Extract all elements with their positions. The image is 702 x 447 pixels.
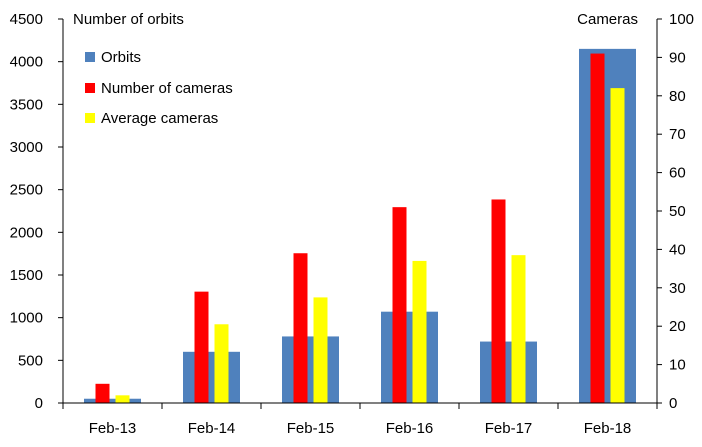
right-tick-label: 100 [669,11,694,28]
bar-orbits-feb-13 [84,398,141,403]
bar-average-cameras-feb-15 [313,297,328,403]
bar-average-cameras-feb-13 [115,395,130,403]
right-tick-label: 60 [669,165,686,182]
ticks-layer: 0 500 1000 1500 2000 2500 3000 3500 4000 4500 0 10 2… [10,11,694,437]
legend-swatch-orbits [85,52,95,62]
right-tick-label: 40 [669,241,686,258]
bar-average-cameras-feb-18 [610,88,625,404]
bar-number-of-cameras-feb-17 [491,199,506,403]
left-tick-label: 2500 [10,182,43,199]
right-tick-label: 50 [669,203,686,220]
bar-average-cameras-feb-16 [412,260,427,403]
bar-orbits-feb-17 [480,341,537,403]
x-tick-label: Feb-17 [485,420,533,437]
left-tick-label: 500 [18,352,43,369]
left-axis-title: Number of orbits [73,11,184,28]
right-tick-label: 20 [669,318,686,335]
bar-number-of-cameras-feb-14 [194,291,209,403]
axes-layer [62,19,658,404]
bars-layer [84,48,636,404]
bar-average-cameras-feb-17 [511,255,526,403]
bar-orbits-feb-15 [282,336,339,403]
left-tick-label: 2000 [10,224,43,241]
bar-number-of-cameras-feb-16 [392,207,407,403]
right-tick-label: 70 [669,126,686,143]
legend: Orbits Number of cameras Average cameras [85,49,233,127]
left-tick-label: 3500 [10,96,43,113]
legend-label-orbits: Orbits [101,49,141,66]
left-tick-label: 4500 [10,11,43,28]
x-tick-label: Feb-18 [584,420,632,437]
left-tick-label: 1000 [10,310,43,327]
right-tick-label: 0 [669,395,677,412]
right-tick-label: 90 [669,49,686,66]
bar-number-of-cameras-feb-15 [293,253,308,403]
bar-orbits-feb-18 [579,48,636,403]
right-tick-label: 80 [669,88,686,105]
right-tick-label: 30 [669,280,686,297]
legend-swatch-average-cameras [85,113,95,123]
right-axis-title: Cameras [577,11,638,28]
bar-number-of-cameras-feb-13 [95,383,110,403]
x-tick-label: Feb-13 [89,420,137,437]
x-tick-label: Feb-16 [386,420,434,437]
left-tick-label: 4000 [10,54,43,71]
bar-orbits-feb-14 [183,351,240,403]
bar-number-of-cameras-feb-18 [590,53,605,404]
x-tick-label: Feb-15 [287,420,335,437]
left-tick-label: 3000 [10,139,43,156]
left-tick-label: 0 [35,395,43,412]
x-tick-label: Feb-14 [188,420,236,437]
legend-label-number-of-cameras: Number of cameras [101,80,233,97]
bar-orbits-feb-16 [381,311,438,403]
legend-swatch-number-of-cameras [85,83,95,93]
bar-average-cameras-feb-14 [214,324,229,403]
right-tick-label: 10 [669,357,686,374]
left-tick-label: 1500 [10,267,43,284]
legend-label-average-cameras: Average cameras [101,110,218,127]
